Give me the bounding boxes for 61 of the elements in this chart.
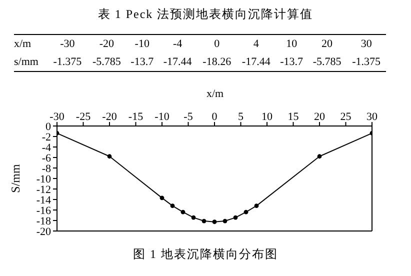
text: -5.785 (91, 55, 122, 70)
y-tick-label: -18 (36, 215, 52, 228)
point (233, 215, 238, 220)
point (107, 154, 112, 159)
text: s/mm (14, 55, 40, 70)
x-tick-label: 10 (262, 111, 273, 123)
caption: 图 1 地表沉降横向分布图 (132, 246, 279, 263)
x-tick-label: -15 (128, 111, 144, 123)
y-tick-label: -6 (42, 152, 52, 164)
x-tick-label: 30 (366, 111, 378, 123)
x-tick-label: 20 (314, 111, 326, 123)
y-tick-label: -10 (36, 173, 52, 186)
line-series (57, 131, 372, 224)
point (180, 210, 186, 214)
text: 30 (360, 37, 373, 52)
text: -1.375 (52, 55, 83, 70)
text: -13.7 (130, 55, 155, 70)
y-tick-label: -8 (42, 162, 52, 175)
text: 4 (252, 37, 260, 52)
text: -20 (98, 37, 116, 52)
y-tick-label: -4 (42, 142, 52, 154)
x-tick-label: 25 (340, 111, 352, 123)
point (212, 220, 217, 224)
point (191, 215, 196, 220)
point (202, 218, 206, 224)
text: -17.44 (240, 55, 272, 70)
x-tick-label: -10 (154, 111, 170, 123)
y-tick-label: -2 (42, 131, 51, 144)
text: -17.44 (162, 55, 193, 70)
text: 0 (213, 37, 221, 52)
text: 20 (320, 37, 334, 52)
x-axis-title: x/m (205, 88, 225, 100)
text: -18.26 (202, 55, 232, 70)
text: -1.375 (351, 55, 382, 70)
x-tick-label: 0 (212, 111, 218, 123)
point (160, 196, 164, 200)
y-tick-label: -12 (36, 184, 51, 196)
y-axis-title: S/mm (8, 164, 22, 193)
x-tick-label: -30 (50, 111, 65, 123)
x-tick-label: -25 (76, 111, 92, 123)
text: 10 (285, 37, 298, 52)
x-tick-label: -20 (102, 111, 118, 123)
text: 表 1 Peck 法预测地表横向沉降计算值 (96, 6, 314, 23)
point (244, 210, 248, 214)
point (317, 154, 322, 159)
text: -4 (172, 37, 184, 52)
x-tick-label: 5 (238, 111, 244, 123)
text: -10 (134, 37, 150, 52)
y-tick-label: -16 (36, 204, 52, 217)
text: -5.785 (312, 55, 342, 70)
text: x/m (14, 37, 32, 52)
y-tick-label: 0 (46, 120, 52, 133)
y-tick-label: -20 (36, 226, 52, 238)
x-tick-label: 15 (288, 111, 300, 123)
point (254, 204, 259, 208)
x-tick-label: -5 (184, 111, 194, 123)
y-tick-label: -14 (36, 194, 52, 206)
point (222, 218, 228, 224)
text: -13.7 (279, 55, 304, 70)
point (170, 204, 175, 208)
text: -30 (59, 37, 76, 52)
